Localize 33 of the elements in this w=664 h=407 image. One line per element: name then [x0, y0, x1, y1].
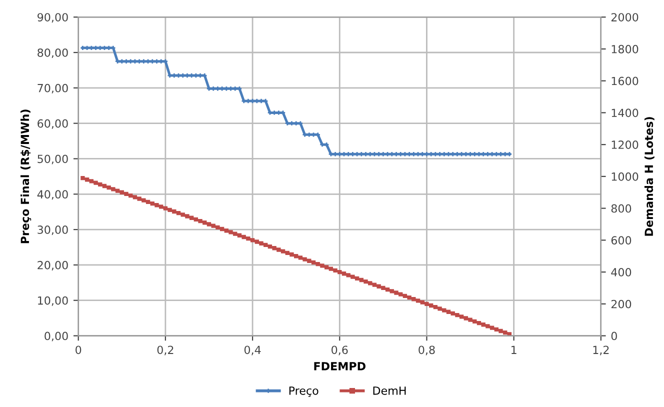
y2-tick-label: 200	[611, 300, 632, 308]
y2-tick-label: 400	[611, 268, 632, 276]
y2-tick-label: 1400	[612, 108, 638, 118]
y2-tick-label: 1200	[612, 140, 638, 149]
y2-tick-label: 600	[611, 236, 632, 245]
y-tick-label: 30,00	[38, 226, 68, 236]
y-axis-title: Preço Final (R$/MWh)	[20, 110, 32, 244]
y2-tick-label: 1600	[612, 76, 638, 86]
x-tick-label: 0,6	[332, 346, 348, 356]
y-tick-label: 80,00	[38, 48, 68, 58]
legend-label: DemH	[373, 386, 406, 395]
y2-tick-label: 1000	[612, 172, 638, 181]
y-tick-label: 0,00	[44, 332, 68, 342]
y2-tick-label: 1800	[612, 44, 638, 54]
y2-axis-title: Demanda H (Lotes)	[644, 117, 654, 236]
x-tick-label: 0	[76, 346, 82, 354]
y-tick-label: 90,00	[38, 13, 68, 23]
x-tick-label: 0,2	[157, 346, 174, 356]
y-tick-label: 10,00	[38, 296, 68, 306]
y2-tick-label: 800	[611, 204, 632, 213]
x-tick-label: 0,8	[418, 346, 435, 356]
y2-tick-label: 0	[611, 332, 617, 340]
x-axis-title: FDEMPD	[314, 362, 366, 370]
x-tick-label: 0,4	[244, 346, 261, 356]
y-tick-label: 60,00	[38, 119, 68, 129]
y-tick-label: 20,00	[38, 260, 68, 270]
y2-tick-label: 2000	[611, 13, 638, 22]
y-tick-label: 40,00	[37, 190, 68, 200]
legend-label: Preço	[289, 386, 318, 397]
y-tick-label: 50,00	[38, 154, 68, 164]
y-tick-label: 70,00	[38, 84, 68, 94]
x-tick-label: 1	[512, 346, 516, 354]
x-tick-label: 1,2	[593, 346, 609, 356]
